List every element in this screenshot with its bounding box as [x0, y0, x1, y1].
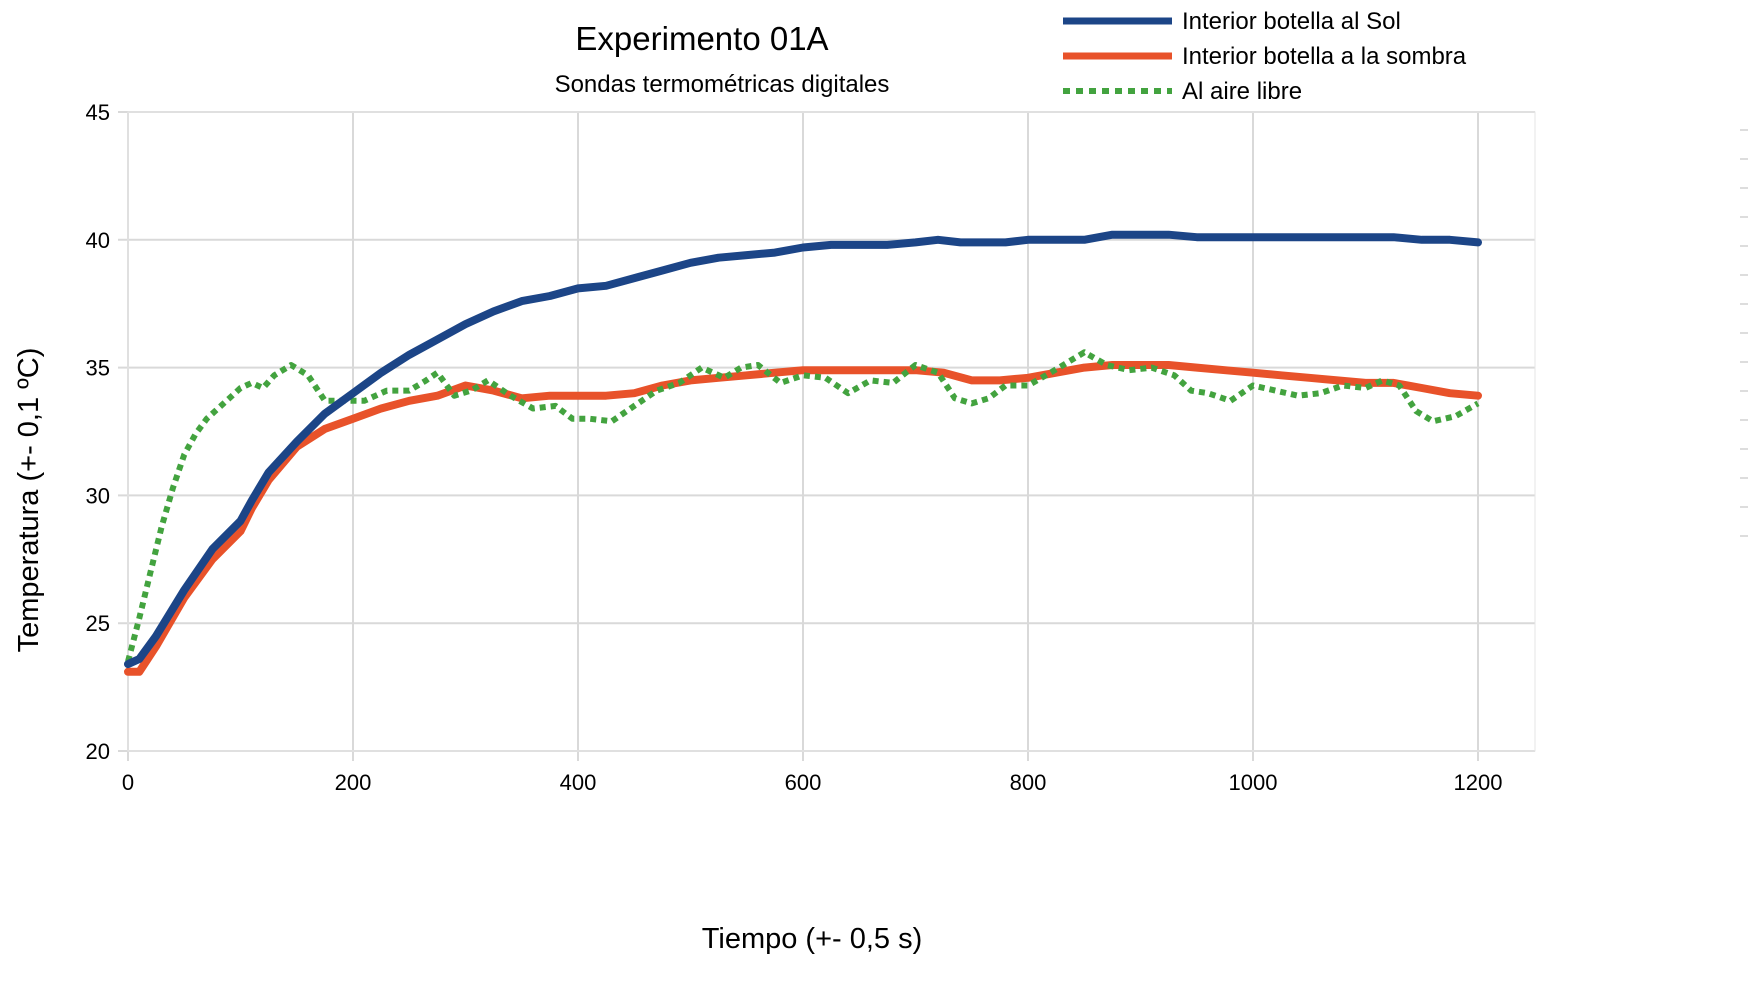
series-line-sol [124, 230, 1482, 669]
legend-item: Interior botella a la sombra [1063, 43, 1467, 70]
grid [118, 111, 1535, 761]
x-tick-label: 1200 [1454, 770, 1503, 795]
plot-area [127, 111, 1536, 752]
series-layer [124, 230, 1482, 676]
right-edge-ticks [1740, 129, 1748, 537]
y-tick-label: 20 [86, 739, 110, 764]
x-tick-label: 400 [560, 770, 597, 795]
x-tick-label: 0 [122, 770, 134, 795]
legend-label: Interior botella al Sol [1182, 8, 1401, 35]
x-tick-label: 800 [1010, 770, 1047, 795]
legend-label: Al aire libre [1182, 78, 1302, 105]
legend: Interior botella al Sol Interior botella … [1063, 8, 1467, 105]
legend-item: Al aire libre [1063, 78, 1302, 105]
chart-subtitle: Sondas termométricas digitales [555, 71, 890, 98]
legend-item: Interior botella al Sol [1063, 8, 1401, 35]
legend-label: Interior botella a la sombra [1182, 43, 1467, 70]
y-tick-label: 25 [86, 611, 110, 636]
y-tick-label: 30 [86, 483, 110, 508]
x-tick-label: 1000 [1229, 770, 1278, 795]
chart-title: Experimento 01A [575, 20, 828, 57]
y-axis-label: Temperatura (+- 0,1 ºC) [13, 348, 45, 653]
x-tick-label: 600 [785, 770, 822, 795]
y-tick-label: 45 [86, 100, 110, 125]
series-line-aire-libre [125, 349, 1480, 663]
y-tick-label: 40 [86, 228, 110, 253]
x-tick-label: 200 [335, 770, 372, 795]
tick-labels: 20 25 30 35 40 45 0 200 400 600 800 1000 1200 [86, 100, 1503, 795]
series-line-sombra [124, 361, 1482, 676]
x-axis-label: Tiempo (+- 0,5 s) [702, 923, 923, 955]
y-tick-label: 35 [86, 356, 110, 381]
